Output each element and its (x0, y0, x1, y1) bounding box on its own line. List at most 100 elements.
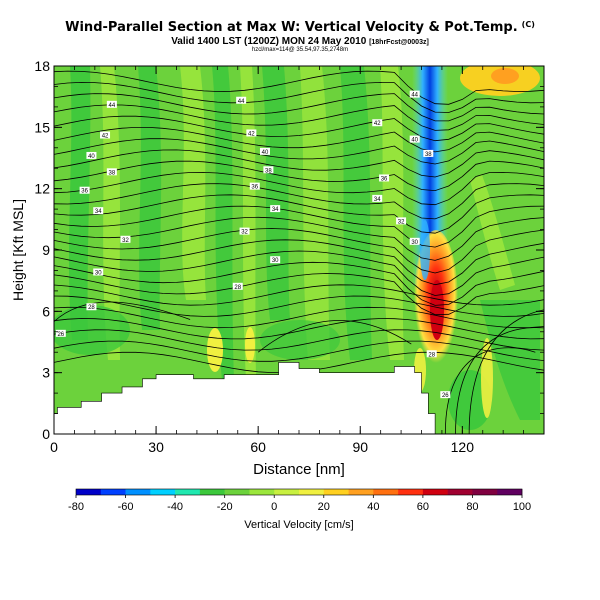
theta-label-bg (86, 303, 97, 311)
theta-label: 38 (109, 170, 116, 176)
colorbar-swatch (447, 489, 473, 495)
colorbar-frame (75, 488, 523, 496)
theta-label: 44 (238, 99, 245, 105)
theta-label: 34 (374, 197, 381, 203)
colorbar-swatch (274, 489, 300, 495)
theta-label-bg (409, 90, 420, 98)
theta-contour (54, 104, 544, 131)
theta-label: 32 (398, 219, 405, 225)
theta-contour (54, 127, 544, 153)
x-axis-label: Distance [nm] (253, 461, 345, 478)
theta-contour (54, 205, 544, 248)
theta-label: 44 (109, 103, 116, 109)
field-blob (448, 370, 492, 430)
theta-label: 42 (248, 131, 255, 137)
theta-contour (54, 149, 544, 178)
chart-subtitle: Valid 1400 LST (1200Z) MON 24 May 2010 [… (0, 36, 600, 47)
chart-subtitle-2: hzcl/max=114@ 35.54,97.35,2748m (251, 47, 349, 53)
theta-label: 42 (102, 134, 109, 140)
theta-label-bg (396, 217, 407, 225)
colorbar: -80 -60 -40 -20 0 20 40 60 80 100 (68, 488, 531, 513)
theta-contour (54, 301, 191, 322)
colorbar-swatch (348, 489, 374, 495)
colorbar-swatch (76, 489, 102, 495)
velocity-field (54, 66, 544, 434)
theta-contours (54, 70, 544, 434)
theta-label-bg (93, 268, 104, 276)
field-streak (212, 66, 234, 380)
theta-label: 26 (442, 393, 449, 399)
theta-label: 38 (425, 152, 432, 158)
theta-label-bg (423, 149, 434, 157)
y-tick-label: 0 (42, 426, 50, 442)
theta-labels: 44 42 40 38 36 34 32 30 28 26 44 42 40 38 36 34 32 30 28 44… (55, 90, 451, 399)
colorbar-tick-label: -80 (68, 501, 84, 513)
colorbar-label: Vertical Velocity [cm/s] (244, 519, 353, 531)
x-tick-label: 0 (50, 439, 58, 455)
theta-label: 30 (272, 258, 279, 264)
colorbar-swatch (125, 489, 151, 495)
theta-label-bg (246, 129, 257, 137)
theta-contour (54, 194, 544, 234)
field-streak (262, 66, 290, 320)
x-tick-label: 90 (352, 439, 368, 455)
x-axis: 0 30 60 90 120 (50, 66, 545, 455)
theta-label-bg (249, 182, 260, 190)
colorbar-swatch (398, 489, 424, 495)
theta-label-bg (86, 151, 97, 159)
theta-label: 40 (88, 154, 95, 160)
theta-label: 34 (272, 207, 279, 213)
theta-label-bg (120, 235, 131, 243)
colorbar-swatch (150, 489, 176, 495)
theta-label-bg (79, 186, 90, 194)
colorbar-tick-label: 40 (367, 501, 379, 513)
terrain-mask (54, 362, 436, 434)
theta-label-bg (263, 166, 274, 174)
theta-label-bg (106, 100, 117, 108)
field-streak (138, 66, 162, 330)
y-tick-label: 6 (42, 303, 50, 319)
theta-contour (444, 347, 536, 434)
theta-label-bg (426, 350, 437, 358)
field-streak (480, 300, 540, 420)
theta-label: 30 (95, 270, 102, 276)
theta-label-bg (409, 135, 420, 143)
colorbar-swatch (497, 489, 523, 495)
theta-contour (257, 320, 412, 353)
field-streak (300, 66, 330, 360)
colorbar-swatch (299, 489, 325, 495)
y-tick-label: 18 (34, 58, 50, 74)
chart-title: Wind-Parallel Section at Max W: Vertical… (0, 20, 600, 35)
theta-label-bg (55, 329, 66, 337)
y-tick-label: 15 (34, 119, 50, 135)
field-streak (340, 66, 372, 360)
theta-contour (54, 250, 544, 296)
theta-label: 38 (265, 168, 272, 174)
theta-contour (54, 81, 544, 113)
field-blob (491, 68, 519, 84)
colorbar-tick-label: -20 (217, 501, 233, 513)
x-tick-label: 120 (451, 439, 475, 455)
theta-contour (54, 261, 544, 306)
forecast-hour: [18hrFcst@0003z] (369, 39, 429, 46)
theta-label: 40 (262, 150, 269, 156)
theta-label-bg (440, 391, 451, 399)
theta-contour (54, 183, 544, 220)
theta-contour (54, 284, 544, 306)
colorbar-tick-label: -40 (167, 501, 183, 513)
colorbar-swatch (100, 489, 126, 495)
theta-contour (54, 70, 544, 105)
colorbar-swatch (175, 489, 201, 495)
colorbar-swatch (199, 489, 225, 495)
theta-label-bg (270, 205, 281, 213)
theta-label-bg (372, 194, 383, 202)
theta-contour (54, 318, 544, 340)
theta-label-bg (236, 96, 247, 104)
theta-label-bg (409, 237, 420, 245)
colorbar-swatch (472, 489, 498, 495)
field-streak (380, 66, 404, 360)
theta-label-bg (106, 168, 117, 176)
theta-label: 36 (381, 176, 388, 182)
y-tick-label: 12 (34, 181, 50, 197)
theta-label: 32 (122, 238, 129, 244)
